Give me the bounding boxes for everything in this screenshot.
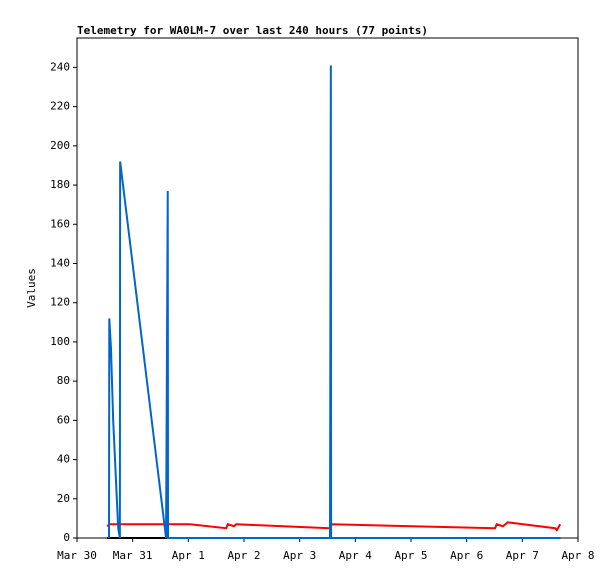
- x-tick-label: Mar 30: [57, 549, 97, 562]
- x-tick-label: Apr 4: [339, 549, 372, 562]
- y-tick-label: 80: [57, 374, 70, 387]
- series-line: [108, 65, 561, 539]
- y-tick-label: 240: [50, 60, 70, 73]
- y-tick-label: 200: [50, 139, 70, 152]
- x-tick-label: Apr 3: [283, 549, 316, 562]
- y-tick-label: 20: [57, 492, 70, 505]
- y-tick-label: 160: [50, 217, 70, 230]
- y-tick-label: 0: [63, 531, 70, 544]
- y-tick-label: 120: [50, 296, 70, 309]
- x-tick-label: Apr 7: [506, 549, 539, 562]
- x-tick-label: Apr 5: [394, 549, 427, 562]
- x-tick-label: Apr 8: [561, 549, 594, 562]
- y-tick-label: 180: [50, 178, 70, 191]
- y-tick-label: 60: [57, 413, 70, 426]
- series-line: [106, 521, 562, 532]
- x-tick-label: Mar 31: [113, 549, 153, 562]
- y-tick-label: 40: [57, 453, 70, 466]
- x-tick-label: Apr 6: [450, 549, 483, 562]
- y-tick-label: 220: [50, 100, 70, 113]
- plot-frame: [76, 37, 579, 539]
- x-tick-label: Apr 1: [172, 549, 205, 562]
- y-tick-label: 140: [50, 256, 70, 269]
- y-tick-label: 100: [50, 335, 70, 348]
- chart-title: Telemetry for WA0LM-7 over last 240 hour…: [77, 24, 428, 37]
- y-axis-title: Values: [25, 268, 38, 308]
- x-tick-label: Apr 2: [227, 549, 260, 562]
